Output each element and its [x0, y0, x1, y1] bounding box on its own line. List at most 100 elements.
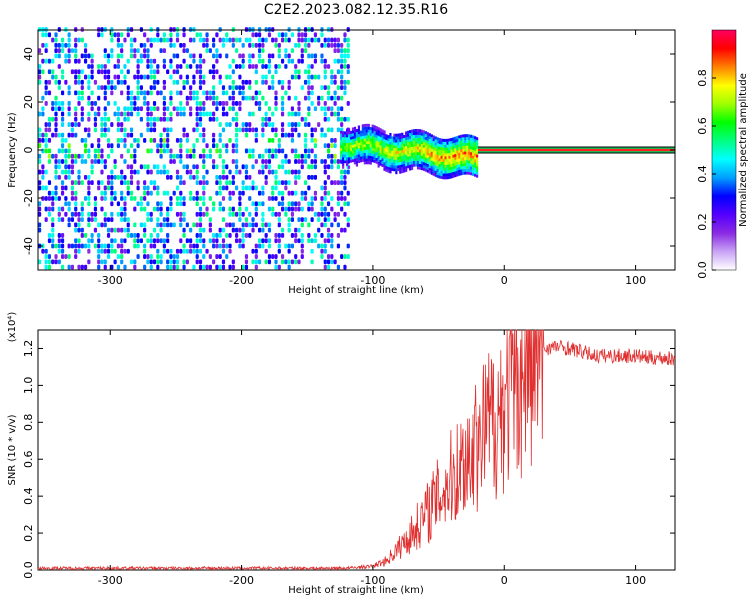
y-tick-label: -20 [22, 189, 35, 207]
spectrogram-cell [97, 248, 101, 254]
spectrogram-cell [110, 85, 114, 90]
spectrogram-cell [212, 159, 216, 164]
spectrogram-cell [47, 159, 52, 164]
spectrogram-cell [389, 155, 392, 159]
colorbar-tick-label: 0.4 [696, 165, 709, 183]
spectrogram-cell [476, 160, 479, 164]
spectrogram-cell [221, 111, 226, 117]
spectrogram-cell [387, 163, 390, 167]
spectrogram-cell [57, 42, 61, 48]
spectrogram-cell [446, 161, 449, 165]
spectrogram-cell [54, 116, 58, 122]
spectrogram-cell [340, 174, 344, 180]
spectrogram-cell [159, 206, 163, 212]
spectrogram-cell [424, 165, 427, 169]
spectrogram-cell [44, 90, 48, 96]
spectrogram-cell [182, 259, 186, 265]
spectrogram-cell [420, 132, 424, 136]
spectrogram-cell [369, 144, 372, 148]
spectrogram-cell [403, 143, 406, 147]
spectrogram-cell [290, 74, 295, 80]
spectrogram-cell [377, 135, 380, 139]
spectrogram-cell [175, 32, 180, 38]
spectrogram-cell [434, 150, 437, 154]
spectrogram-cell [383, 156, 386, 160]
spectrogram-cell [87, 248, 91, 254]
spectrogram-cell [231, 180, 235, 186]
spectrogram-cell [126, 233, 130, 238]
spectrogram-cell [343, 201, 347, 207]
spectrogram-cell [51, 74, 55, 80]
spectrogram-cell [146, 185, 150, 191]
spectrogram-cell [297, 106, 301, 112]
spectrogram-cell [405, 157, 408, 161]
spectrogram-cell [452, 171, 455, 175]
spectrogram-cell [169, 148, 173, 154]
spectrogram-cell [336, 111, 340, 117]
spectrogram-cell [146, 238, 150, 244]
spectrogram-cell [225, 233, 229, 238]
spectrogram-cell [452, 160, 455, 164]
spectrogram-cell [47, 58, 52, 64]
spectrogram-cell [182, 111, 186, 117]
spectrogram-cell [422, 136, 426, 140]
spectrogram-cell [74, 79, 78, 85]
spectrogram-cell [179, 74, 183, 80]
spectrogram-cell [179, 143, 183, 149]
spectrogram-cell [385, 148, 388, 152]
spectrogram-cell [320, 254, 324, 259]
spectrogram-cell [277, 138, 281, 143]
spectrogram-cell [106, 243, 111, 249]
spectrogram-cell [323, 164, 327, 170]
spectrogram-cell [195, 90, 199, 96]
spectrogram-cell [284, 32, 288, 38]
spectrogram-cell [133, 74, 137, 80]
spectrogram-cell [351, 130, 355, 134]
spectrogram-cell [205, 180, 209, 186]
spectrogram-cell [156, 254, 160, 259]
spectrogram-cell [67, 206, 71, 212]
spectrogram-cell [407, 156, 410, 160]
spectrogram-cell [103, 222, 107, 228]
spectrogram-cell [426, 158, 429, 162]
spectrogram-cell [294, 190, 298, 196]
spectrogram-cell [383, 130, 386, 134]
spectrogram-cell [166, 174, 170, 180]
spectrogram-cell [403, 137, 406, 141]
spectrogram-cell [393, 142, 396, 146]
spectrogram-cell [100, 159, 104, 164]
spectrogram-cell [420, 149, 424, 153]
spectrogram-cell [198, 153, 203, 159]
spectrogram-cell [300, 248, 304, 254]
spectrogram-cell [409, 161, 412, 165]
spectrogram-cell [346, 53, 350, 59]
spectrogram-cell [379, 154, 382, 158]
spectrogram-cell [418, 132, 422, 136]
spectrogram-cell [172, 159, 176, 164]
spectrogram-cell [474, 139, 477, 143]
spectrogram-cell [44, 217, 48, 222]
spectrogram-cell [166, 127, 170, 133]
spectrogram-cell [424, 134, 427, 138]
spectrogram-cell [363, 132, 366, 136]
spectrogram-cell [100, 132, 104, 138]
spectrogram-cell [428, 141, 431, 145]
spectrogram-cell [116, 122, 121, 127]
spectrogram-cell [60, 243, 65, 249]
spectrogram-cell [133, 153, 137, 159]
spectrogram-cell [74, 227, 78, 233]
spectrogram-cell [231, 79, 235, 85]
spectrogram-cell [106, 127, 111, 133]
spectrogram-cell [340, 153, 343, 157]
spectrogram-cell [363, 126, 366, 130]
spectrogram-cell [333, 42, 337, 48]
spectrogram-cell [336, 69, 340, 75]
spectrogram-cell [54, 37, 58, 43]
spectrogram-cell [261, 211, 265, 217]
spectrogram-cell [169, 111, 173, 117]
spectrogram-cell [349, 130, 353, 134]
spectrogram-cell [215, 53, 219, 59]
spectrogram-cell [385, 151, 388, 155]
spectrogram-cell [369, 161, 372, 165]
spectrogram-cell [357, 160, 361, 164]
